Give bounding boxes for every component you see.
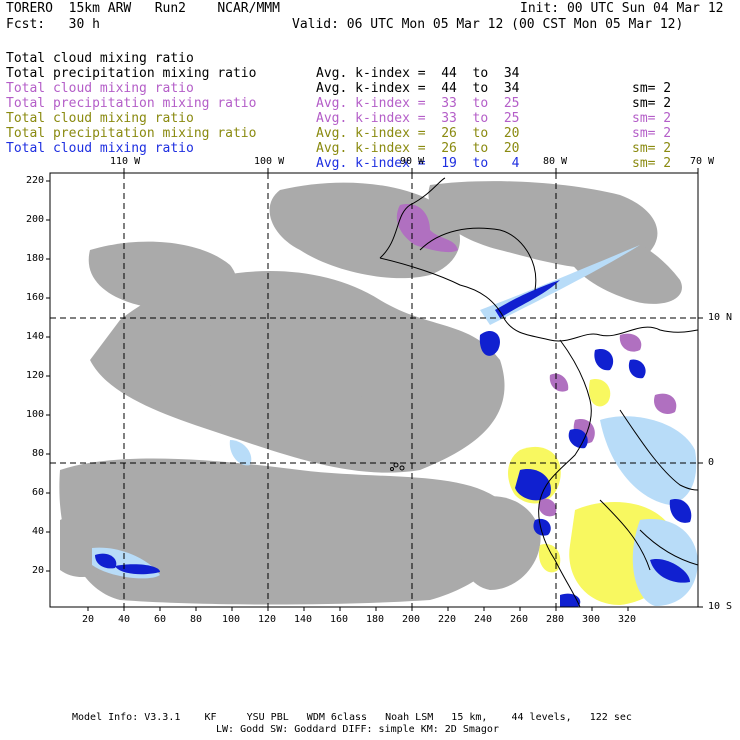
y-tick-label: 40 bbox=[32, 526, 45, 537]
lon-label: 80 W bbox=[543, 156, 568, 167]
legend-field: Total cloud mixing ratio bbox=[6, 111, 194, 126]
forecast-hour: Fcst: 30 h bbox=[6, 17, 100, 32]
legend-sm: sm= 2 bbox=[632, 141, 672, 156]
model-info: Model Info: V3.3.1 KF YSU PBL WDM 6class… bbox=[72, 712, 632, 723]
legend-row: Total precipitation mixing ratio Avg. k-… bbox=[6, 51, 671, 126]
y-tick-label: 200 bbox=[26, 214, 45, 225]
init-time: Init: 00 UTC Sun 04 Mar 12 bbox=[520, 1, 724, 16]
lat-lon-grid bbox=[50, 173, 698, 607]
legend-field: Total cloud mixing ratio bbox=[6, 81, 194, 96]
legend-row: Total cloud mixing ratio Avg. k-index = … bbox=[6, 126, 520, 201]
x-tick-label: 80 bbox=[190, 614, 203, 625]
y-tick-label: 160 bbox=[26, 292, 45, 303]
y-tick-label: 180 bbox=[26, 253, 45, 264]
legend-field: Total cloud mixing ratio bbox=[6, 141, 194, 156]
x-tick-label: 260 bbox=[510, 614, 529, 625]
legend-kindex: Avg. k-index = 26 to 20 bbox=[316, 126, 520, 141]
legend-sm: sm= 2 bbox=[632, 81, 672, 96]
legend-row: Total cloud mixing ratio Avg. k-index = … bbox=[6, 66, 671, 141]
x-tick-label: 180 bbox=[366, 614, 385, 625]
y-tick-label: 140 bbox=[26, 331, 45, 342]
legend-row: Total precipitation mixing ratio Avg. k-… bbox=[6, 111, 671, 186]
legend-kindex: Avg. k-index = 44 to 34 bbox=[316, 81, 520, 96]
x-tick-label: 240 bbox=[474, 614, 493, 625]
y-tick-label: 120 bbox=[26, 370, 45, 381]
legend-kindex: Avg. k-index = 44 to 34 bbox=[316, 66, 520, 81]
x-tick-label: 60 bbox=[154, 614, 167, 625]
y-tick-label: 60 bbox=[32, 487, 45, 498]
legend-field: Total precipitation mixing ratio bbox=[6, 126, 257, 141]
y-tick-label: 20 bbox=[32, 565, 45, 576]
legend-field: Total cloud mixing ratio bbox=[6, 51, 194, 66]
legend-field: Total precipitation mixing ratio bbox=[6, 66, 257, 81]
x-tick-label: 200 bbox=[402, 614, 421, 625]
coastline bbox=[379, 177, 698, 607]
x-tick-label: 300 bbox=[582, 614, 601, 625]
legend-row: Total cloud mixing ratio Avg. k-index = … bbox=[6, 36, 671, 111]
field-layer bbox=[59, 177, 698, 607]
x-tick-label: 320 bbox=[618, 614, 637, 625]
map-frame bbox=[49, 172, 699, 608]
model-physics: LW: Godd SW: Goddard DIFF: simple KM: 2D… bbox=[216, 724, 499, 735]
legend-row: Total precipitation mixing ratio Avg. k-… bbox=[6, 81, 671, 156]
lat-label: 10 S bbox=[708, 601, 733, 612]
legend-sm: sm= 2 bbox=[632, 156, 672, 171]
legend-row: Total cloud mixing ratio Avg. k-index = … bbox=[6, 96, 671, 171]
x-tick-label: 280 bbox=[546, 614, 565, 625]
lon-label: 100 W bbox=[254, 156, 285, 167]
lat-label: 10 N bbox=[708, 312, 733, 323]
legend-kindex: Avg. k-index = 19 to 4 bbox=[316, 156, 520, 171]
x-tick-label: 160 bbox=[330, 614, 349, 625]
valid-time: Valid: 06 UTC Mon 05 Mar 12 (00 CST Mon … bbox=[292, 17, 684, 32]
x-tick-label: 220 bbox=[438, 614, 457, 625]
legend-kindex: Avg. k-index = 26 to 20 bbox=[316, 141, 520, 156]
x-tick-label: 40 bbox=[118, 614, 131, 625]
y-tick-label: 80 bbox=[32, 448, 45, 459]
lat-label: 0 bbox=[708, 457, 715, 468]
legend-field: Total precipitation mixing ratio bbox=[6, 96, 257, 111]
dark-blue-field bbox=[95, 280, 692, 607]
right-ticks bbox=[698, 317, 703, 608]
top-ticks bbox=[123, 168, 699, 173]
y-tick-label: 100 bbox=[26, 409, 45, 420]
y-tick-label: 220 bbox=[26, 175, 45, 186]
lon-label: 90 W bbox=[400, 156, 425, 167]
legend-sm: sm= 2 bbox=[632, 111, 672, 126]
legend-kindex: Avg. k-index = 33 to 25 bbox=[316, 96, 520, 111]
x-tick-label: 100 bbox=[222, 614, 241, 625]
lon-label: 70 W bbox=[690, 156, 715, 167]
x-tick-label: 120 bbox=[258, 614, 277, 625]
model-title: TORERO 15km ARW Run2 NCAR/MMM bbox=[6, 1, 280, 16]
legend-kindex: Avg. k-index = 33 to 25 bbox=[316, 111, 520, 126]
y-index-ticks bbox=[46, 180, 50, 572]
x-index-ticks bbox=[87, 607, 629, 611]
x-tick-label: 140 bbox=[294, 614, 313, 625]
island bbox=[390, 462, 405, 471]
legend-sm: sm= 2 bbox=[632, 126, 672, 141]
x-tick-label: 20 bbox=[82, 614, 95, 625]
legend-sm: sm= 2 bbox=[632, 96, 672, 111]
lon-label: 110 W bbox=[110, 156, 141, 167]
